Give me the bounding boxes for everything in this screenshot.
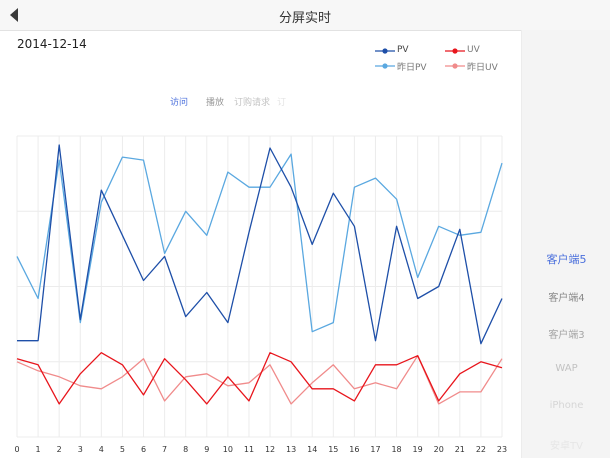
sidebar-item-android-tv[interactable]: 安卓TV [550,441,583,452]
x-tick-label: 11 [244,445,254,454]
sidebar-item-client4[interactable]: 客户端4 [548,293,585,304]
x-tick-label: 4 [99,445,104,454]
legend-swatch-pv [375,48,395,54]
tab-playback[interactable]: 播放 [206,98,225,108]
legend-label-pv: PV [397,45,409,55]
x-tick-label: 22 [476,445,486,454]
series-line-0 [17,144,503,345]
sidebar-item-client3[interactable]: 客户端3 [548,330,585,341]
x-tick-label: 5 [120,445,125,454]
x-tick-label: 21 [455,445,465,454]
x-tick-label: 13 [286,445,296,454]
legend-label-uv: UV [467,45,480,55]
back-button[interactable] [0,0,34,30]
tab-visits[interactable]: 访问 [170,98,189,108]
sidebar-item-client5[interactable]: 客户端5 [546,253,587,266]
x-tick-label: 7 [162,445,167,454]
legend-label-yesterday-uv: 昨日UV [467,63,498,73]
date-label: 2014-12-14 [17,37,87,51]
x-tick-label: 15 [328,445,338,454]
x-tick-label: 14 [307,445,317,454]
x-tick-label: 6 [141,445,146,454]
x-tick-label: 12 [265,445,275,454]
chart-legend: PV UV 昨日PV 昨日UV [375,45,525,75]
x-tick-label: 3 [78,445,83,454]
x-tick-label: 2 [57,445,62,454]
legend-swatch-uv [445,48,465,54]
x-tick-label: 20 [434,445,444,454]
x-tick-label: 10 [223,445,233,454]
x-tick-label: 17 [370,445,380,454]
series-line-2 [16,153,503,333]
legend-swatch-yesterday-pv [375,63,395,69]
back-arrow-icon [10,8,18,22]
series-line-1 [16,352,503,405]
top-nav-bar: 分屏实时 [0,0,610,31]
line-chart: 0 1 2 3 4 5 6 7 8 9 10 11 12 13 14 15 16 17 18 19 20 21 22 23 [14,135,507,454]
x-tick-label: 19 [413,445,423,454]
x-tick-label: 0 [14,445,19,454]
x-tick-label: 18 [391,445,401,454]
client-sidebar: 客户端5 客户端4 客户端3 WAP iPhone 安卓TV [521,30,610,458]
sidebar-item-wap[interactable]: WAP [555,363,578,374]
sidebar-item-iphone[interactable]: iPhone [549,400,584,411]
tab-order-requests[interactable]: 订购请求 [234,98,271,108]
x-tick-label: 16 [349,445,359,454]
legend-label-yesterday-pv: 昨日PV [397,63,427,73]
metric-tabs: 访问 播放 订购请求 订 [0,95,520,109]
x-tick-label: 8 [183,445,188,454]
x-tick-label: 23 [497,445,507,454]
tab-orders[interactable]: 订 [277,98,287,108]
x-tick-label: 1 [36,445,41,454]
page-title: 分屏实时 [278,11,331,26]
legend-swatch-yesterday-uv [445,63,465,69]
x-tick-label: 9 [204,445,209,454]
